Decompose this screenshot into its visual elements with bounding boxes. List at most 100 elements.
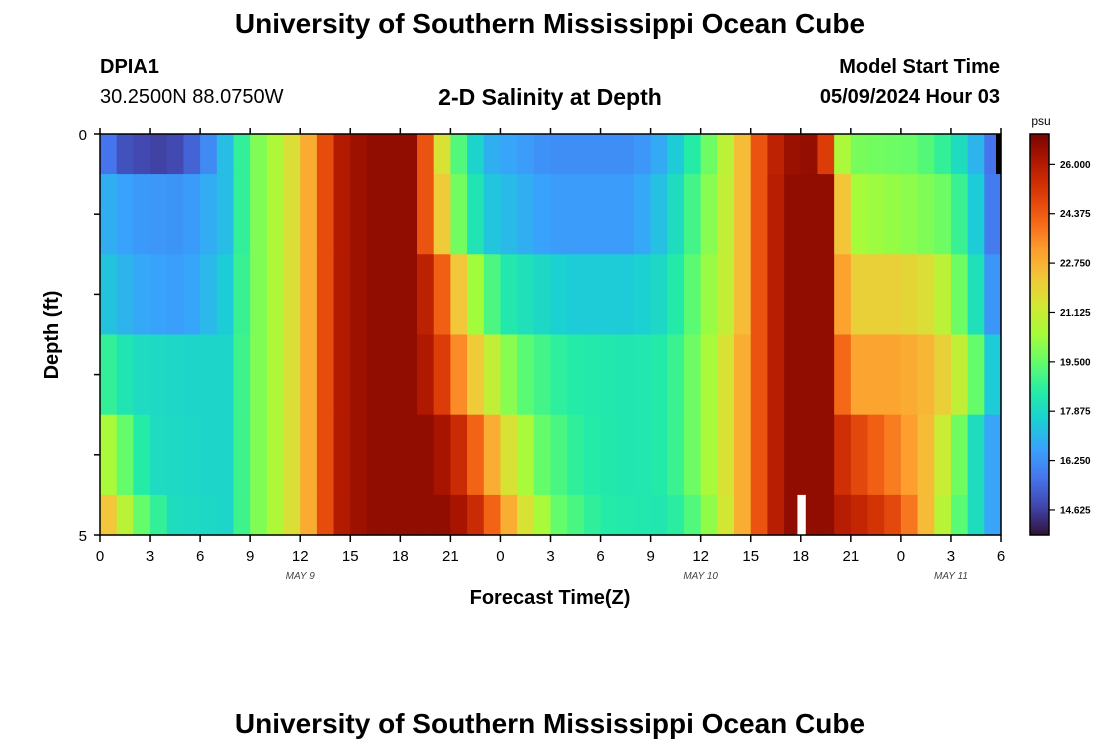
no-data-cell xyxy=(995,134,1001,175)
heatmap-cell xyxy=(333,254,351,336)
heatmap-cell xyxy=(316,334,335,416)
heatmap-cell xyxy=(650,334,668,416)
heatmap-cell xyxy=(133,334,151,416)
heatmap-cell xyxy=(183,134,201,175)
heatmap-cell xyxy=(750,334,769,416)
heatmap-cell xyxy=(350,414,368,496)
heatmap-cell xyxy=(183,414,201,496)
x-tick-label: 15 xyxy=(742,548,759,565)
heatmap-cell xyxy=(467,494,485,536)
heatmap-cell xyxy=(767,254,785,336)
heatmap-cell xyxy=(216,134,235,175)
heatmap-cell xyxy=(984,254,1002,336)
heatmap-cell xyxy=(333,174,351,255)
heatmap-cell xyxy=(900,334,919,416)
heatmap-cell xyxy=(934,254,952,336)
heatmap-cell xyxy=(116,414,134,496)
heatmap-cell xyxy=(967,254,985,336)
heatmap-cell xyxy=(300,254,318,336)
colorbar-tick-label: 22.750 xyxy=(1060,259,1091,270)
heatmap-cell xyxy=(366,334,385,416)
y-tick-label: 0 xyxy=(79,127,87,144)
heatmap-cell xyxy=(333,494,351,536)
heatmap-cell xyxy=(283,174,301,255)
heatmap-cell xyxy=(300,334,318,416)
heatmap-cell xyxy=(333,414,351,496)
heatmap-cell xyxy=(767,414,785,496)
heatmap-cell xyxy=(984,174,1002,255)
heatmap-cell xyxy=(366,174,385,255)
heatmap-cell xyxy=(567,414,585,496)
heatmap-cell xyxy=(400,494,418,536)
x-tick-label: 21 xyxy=(442,548,459,565)
heatmap-cell xyxy=(100,254,118,336)
heatmap-cell xyxy=(383,254,401,336)
heatmap-cell xyxy=(917,414,935,496)
heatmap-cell xyxy=(683,134,702,175)
heatmap-cell xyxy=(967,414,985,496)
heatmap-cell xyxy=(266,254,285,336)
colorbar-unit-label: psu xyxy=(1031,114,1050,128)
heatmap-cell xyxy=(467,134,485,175)
heatmap-cell xyxy=(917,174,935,255)
heatmap-cell xyxy=(884,414,902,496)
heatmap-cell xyxy=(834,494,852,536)
heatmap-cell xyxy=(183,494,201,536)
heatmap-cell xyxy=(867,254,885,336)
heatmap-cell xyxy=(734,174,752,255)
heatmap-cell xyxy=(250,254,268,336)
x-tick-label: 0 xyxy=(96,548,104,565)
heatmap-cell xyxy=(150,414,168,496)
heatmap-cell xyxy=(784,414,802,496)
heatmap-cell xyxy=(600,414,618,496)
heatmap-cell xyxy=(717,174,735,255)
heatmap-cell xyxy=(200,254,218,336)
heatmap-cell xyxy=(784,134,802,175)
heatmap-cell xyxy=(300,494,318,536)
station-coordinates: 30.2500N 88.0750W xyxy=(100,86,284,108)
heatmap-cell xyxy=(183,254,201,336)
x-tick-label: 18 xyxy=(792,548,809,565)
heatmap-cell xyxy=(700,494,718,536)
heatmap-cell xyxy=(133,174,151,255)
heatmap-cell xyxy=(633,414,652,496)
colorbar-gradient xyxy=(1029,133,1050,536)
heatmap-cell xyxy=(917,494,935,536)
heatmap-cell xyxy=(266,134,285,175)
heatmap-cell xyxy=(483,494,502,536)
heatmap-cell xyxy=(750,134,769,175)
heatmap-cell xyxy=(467,334,485,416)
heatmap-cell xyxy=(850,134,869,175)
heatmap-cell xyxy=(967,174,985,255)
heatmap-cell xyxy=(350,254,368,336)
heatmap-cell xyxy=(850,334,869,416)
heatmap-cell xyxy=(450,414,468,496)
heatmap-cell xyxy=(633,494,652,536)
heatmap-cell xyxy=(517,134,535,175)
heatmap-cell xyxy=(100,414,118,496)
heatmap-cell xyxy=(884,334,902,416)
heatmap-cell xyxy=(150,174,168,255)
heatmap-cell xyxy=(517,254,535,336)
heatmap-cell xyxy=(233,134,251,175)
heatmap-cell xyxy=(950,334,969,416)
chart-title: 2-D Salinity at Depth xyxy=(438,84,662,110)
heatmap-cell xyxy=(800,174,819,255)
heatmap-cell xyxy=(266,494,285,536)
heatmap-cell xyxy=(817,494,835,536)
heatmap-cell xyxy=(266,334,285,416)
y-axis-label: Depth (ft) xyxy=(41,291,63,380)
colorbar: psu 26.000 24.375 22.750 21.125 19.500 17.875… xyxy=(1029,114,1091,536)
colorbar-tick-label: 17.875 xyxy=(1060,407,1091,418)
heatmap-cell xyxy=(533,414,552,496)
colorbar-tick-label: 14.625 xyxy=(1060,505,1091,516)
heatmap-cell xyxy=(567,494,585,536)
heatmap-cell xyxy=(150,134,168,175)
heatmap-cell xyxy=(650,494,668,536)
heatmap-cell xyxy=(366,134,385,175)
heatmap-cell xyxy=(283,414,301,496)
heatmap-cell xyxy=(383,334,401,416)
heatmap-cell xyxy=(617,494,635,536)
heatmap-cell xyxy=(283,494,301,536)
heatmap-cell xyxy=(233,414,251,496)
